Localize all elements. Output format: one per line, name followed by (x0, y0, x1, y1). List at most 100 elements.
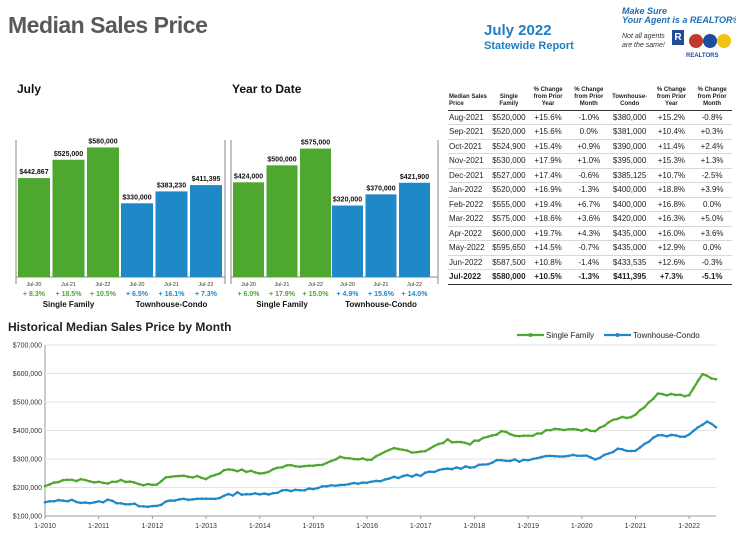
data-point (428, 470, 432, 473)
data-point (321, 463, 324, 467)
data-point (146, 482, 150, 486)
data-point (370, 458, 373, 461)
data-point (406, 449, 409, 452)
data-point (106, 498, 109, 501)
data-point (652, 397, 655, 400)
data-point (705, 374, 709, 378)
data-point (656, 392, 660, 395)
data-point (75, 479, 78, 483)
data-point (312, 487, 315, 491)
data-point (620, 448, 624, 451)
data-point (338, 455, 342, 458)
data-point (137, 504, 141, 508)
data-point (647, 400, 651, 404)
data-point (218, 472, 221, 475)
data-point (101, 481, 105, 485)
data-point (607, 421, 610, 424)
data-point (285, 464, 288, 467)
data-point (267, 493, 271, 496)
data-point (191, 476, 194, 479)
bar-value-label: $320,000 (333, 197, 362, 204)
bar (399, 182, 430, 277)
change-label: + 4.9% (337, 291, 360, 298)
data-point (249, 469, 253, 473)
table-cell: $435,000 (608, 226, 651, 241)
july-chart-title: July (17, 82, 42, 96)
column-header: Single Family (490, 78, 528, 111)
data-point (611, 450, 615, 454)
table-cell: -0.3% (692, 255, 732, 270)
data-point (160, 503, 163, 507)
data-point (262, 471, 266, 475)
table-row: Jul-2022 $580,000 +10.5% -1.3% $411,395 +7.3%… (448, 269, 732, 285)
data-point (276, 491, 279, 495)
table-cell: -1.4% (568, 255, 609, 270)
data-point (347, 482, 351, 486)
y-tick-label: $300,000 (13, 457, 42, 464)
data-point (330, 459, 333, 463)
data-point (97, 500, 100, 503)
bar (190, 185, 222, 277)
data-point (218, 496, 221, 500)
data-point (325, 461, 329, 465)
y-tick-label: $400,000 (13, 428, 42, 435)
legend-label: Townhouse-Condo (633, 331, 700, 340)
change-label: + 15.0% (303, 291, 330, 298)
data-point (602, 424, 606, 428)
column-header: % Change from Prior Month (568, 78, 609, 111)
x-tick-label: 1-2011 (88, 523, 109, 530)
data-point (670, 392, 673, 396)
data-point (383, 478, 387, 481)
data-point (169, 499, 172, 502)
data-point (133, 502, 136, 505)
data-point (419, 474, 423, 478)
bar-value-label: $383,230 (157, 182, 186, 189)
column-header: Median Sales Price (448, 78, 491, 111)
table-cell: +14.5% (527, 240, 569, 256)
series-line (44, 420, 717, 508)
data-point (186, 475, 190, 478)
data-point (79, 477, 83, 481)
data-point (464, 441, 467, 445)
data-point (88, 480, 91, 483)
table-cell: +0.3% (692, 124, 732, 140)
data-point (687, 393, 691, 397)
data-point (464, 465, 467, 468)
data-point (495, 433, 499, 436)
data-point (195, 474, 199, 478)
data-point (258, 493, 262, 496)
data-point (437, 442, 441, 446)
data-point (571, 453, 575, 457)
data-point (43, 501, 47, 504)
data-point (307, 487, 311, 490)
table-cell: $435,000 (608, 240, 651, 256)
data-point (450, 467, 454, 471)
table-cell: $527,000 (490, 168, 528, 183)
table-cell: $395,000 (608, 153, 651, 169)
data-point (549, 454, 552, 458)
data-point (593, 458, 597, 461)
data-point (370, 480, 373, 483)
data-point (365, 458, 369, 462)
change-label: + 8.3% (23, 291, 46, 298)
x-tick-label: Jul-22 (96, 282, 111, 288)
data-point (446, 467, 449, 470)
data-point (473, 439, 476, 442)
logo-note: Not all agents are the same! (622, 33, 665, 49)
table-cell: $580,000 (490, 269, 528, 285)
data-point (683, 394, 686, 398)
data-point (209, 497, 212, 501)
data-point (352, 481, 356, 485)
data-point (236, 491, 239, 494)
data-point (258, 472, 262, 475)
bar-value-label: $442,867 (19, 169, 48, 176)
table-cell: $575,000 (490, 211, 528, 227)
ytd-bar-chart: $424,000 Jul-20 + 6.0% $500,000 Jul-21 + 17.9… (230, 140, 439, 309)
table-row: Jun-2022 $587,500 +10.8% -1.4% $433,535 +12.6… (448, 255, 732, 270)
data-point (231, 494, 235, 497)
table-cell: -0.7% (568, 240, 609, 256)
data-point (517, 434, 521, 438)
data-point (57, 480, 60, 484)
data-point (674, 434, 677, 437)
data-point (526, 434, 530, 437)
